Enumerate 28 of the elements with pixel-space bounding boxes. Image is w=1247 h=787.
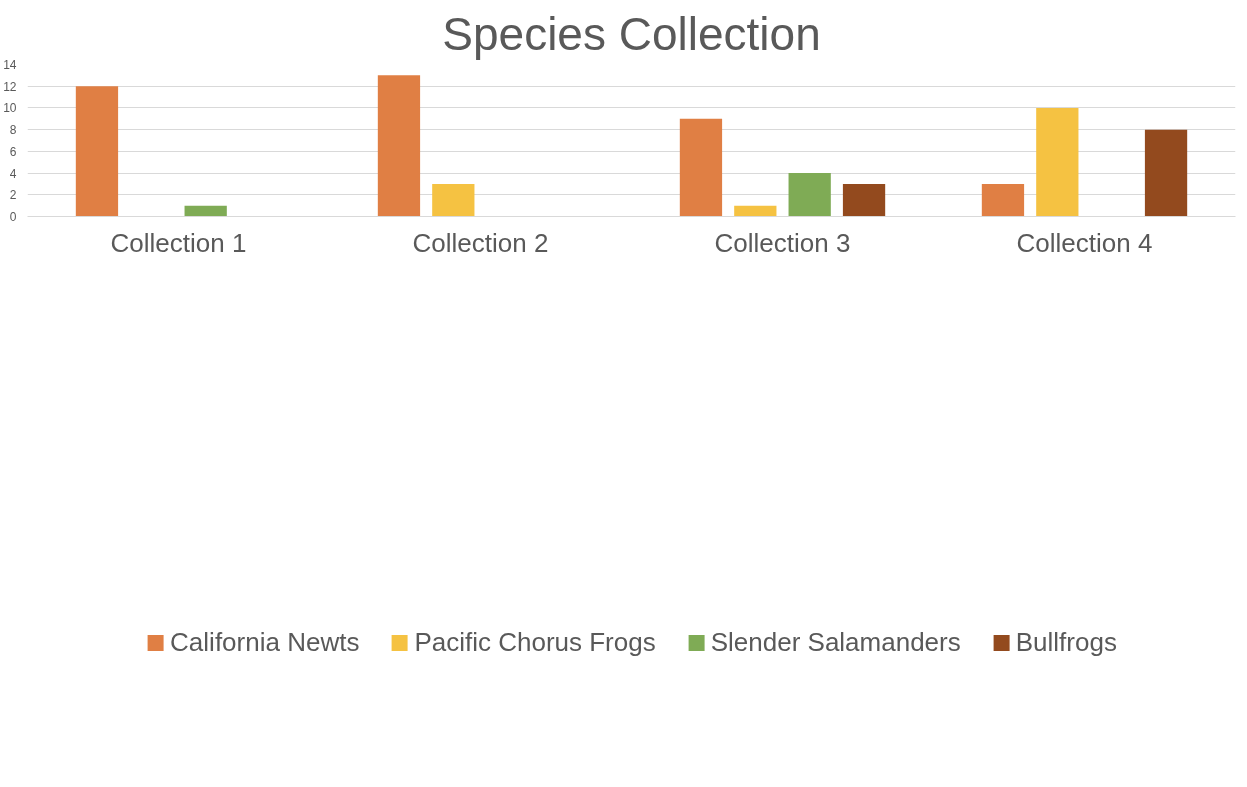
chart-title: Species Collection — [442, 7, 821, 60]
bar — [432, 183, 475, 217]
y-tick-label: 4 — [9, 166, 17, 181]
bar — [1144, 129, 1188, 217]
bar — [184, 205, 227, 217]
bar — [842, 183, 886, 217]
x-tick-label: Collection 3 — [714, 227, 851, 258]
legend-label: Bullfrogs — [1015, 626, 1117, 658]
bar — [981, 183, 1025, 217]
bar — [377, 75, 421, 217]
x-tick-label: Collection 1 — [110, 227, 247, 258]
bar — [75, 86, 119, 217]
y-tick-label: 6 — [9, 144, 17, 159]
y-tick-label: 0 — [9, 210, 17, 224]
legend-label: Pacific Chorus Frogs — [414, 626, 656, 658]
y-tick-label: 2 — [9, 188, 17, 203]
y-tick-label: 8 — [9, 123, 17, 138]
bar — [679, 118, 723, 217]
bar — [1036, 107, 1079, 217]
x-tick-label: Collection 2 — [412, 227, 549, 258]
y-tick-label: 10 — [3, 101, 17, 116]
bar — [734, 205, 777, 217]
y-tick-label: 12 — [3, 79, 17, 94]
bar — [788, 173, 831, 217]
x-tick-label: Collection 4 — [1016, 227, 1153, 258]
y-tick-label: 14 — [3, 58, 17, 72]
legend-label: Slender Salamanders — [710, 626, 961, 658]
legend-label: California Newts — [170, 626, 360, 658]
